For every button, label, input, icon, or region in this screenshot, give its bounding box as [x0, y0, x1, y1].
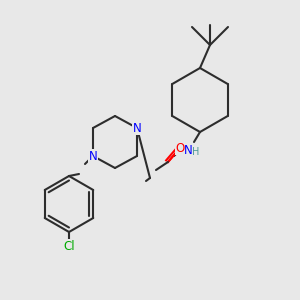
Text: H: H — [192, 147, 200, 157]
Text: Cl: Cl — [63, 239, 75, 253]
Text: O: O — [176, 142, 184, 154]
Text: N: N — [184, 143, 192, 157]
Text: N: N — [88, 149, 98, 163]
Text: N: N — [133, 122, 141, 134]
